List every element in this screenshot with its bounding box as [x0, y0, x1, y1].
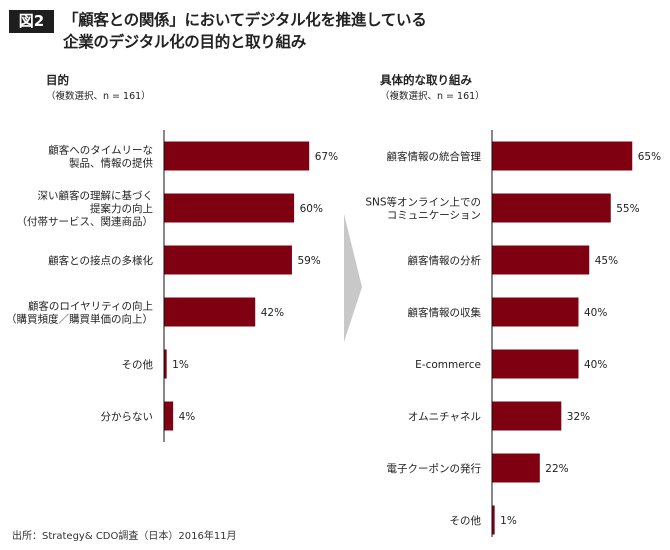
value-label: 60% — [300, 203, 323, 215]
bar — [164, 349, 167, 379]
category-label-line: コミュニケーション — [387, 210, 481, 222]
bar — [164, 193, 295, 223]
bar — [164, 401, 174, 431]
source-note: 出所：Strategy& CDO調査（日本）2016年11月 — [12, 531, 237, 542]
category-label-line: 顧客情報の分析 — [408, 254, 482, 267]
figure-badge: 図2 — [9, 10, 54, 33]
category-label: 深い顧客の理解に基づく提案力の向上（付帯サービス、関連商品） — [17, 189, 154, 228]
category-label: 分からない — [101, 411, 154, 423]
category-label: その他 — [450, 514, 482, 527]
flow-arrow-icon — [344, 214, 362, 342]
figure-title-line1: 「顧客との関係」においてデジタル化を推進している — [63, 11, 427, 29]
value-label: 42% — [261, 307, 284, 319]
left-chart-heading: 目的 （複数選択、n = 161） — [46, 73, 151, 104]
bar — [164, 245, 292, 275]
value-label: 65% — [638, 151, 661, 163]
right-chart-title: 具体的な取り組み — [380, 73, 472, 87]
category-label-line: 電子クーポンの発行 — [387, 462, 482, 475]
left-chart-subtitle: （複数選択、n = 161） — [46, 91, 151, 102]
bar — [164, 297, 256, 327]
value-label: 22% — [545, 463, 568, 475]
value-label: 55% — [616, 203, 639, 215]
value-label: 40% — [584, 307, 607, 319]
value-label: 67% — [315, 151, 338, 163]
category-label-line: SNS等オンライン上での — [365, 196, 481, 209]
category-label-line: （購買頻度／購買単価の向上） — [6, 313, 153, 326]
category-label-line: 製品、情報の提供 — [69, 157, 153, 170]
left-bar-chart: 67% 顧客へのタイムリーな製品、情報の提供 60% 深い顧客の理解に基づく提案力の向… — [6, 130, 338, 442]
category-label-line: 顧客情報の収集 — [408, 306, 482, 319]
right-chart-subtitle: （複数選択、n = 161） — [380, 91, 485, 102]
value-label: 45% — [595, 255, 618, 267]
category-label-line: 顧客へのタイムリーな — [48, 144, 153, 157]
right-chart-heading: 具体的な取り組み （複数選択、n = 161） — [380, 73, 485, 104]
category-label: E-commerce — [415, 359, 481, 371]
value-label: 1% — [500, 515, 517, 527]
bar — [492, 245, 590, 275]
figure-title: 「顧客との関係」においてデジタル化を推進している 企業のデジタル化の目的と取り組… — [63, 9, 427, 53]
figure-title-line2: 企業のデジタル化の目的と取り組み — [63, 33, 306, 51]
value-label: 4% — [179, 411, 196, 423]
value-label: 59% — [297, 255, 320, 267]
category-label: 顧客情報の統合管理 — [387, 150, 482, 163]
category-label-line: E-commerce — [415, 359, 481, 371]
right-bar-chart: 65% 顧客情報の統合管理 55% SNS等オンライン上でのコミュニケーション 45% 顧… — [365, 130, 661, 537]
category-label-line: 顧客のロイヤリティの向上 — [28, 300, 153, 313]
category-label: 電子クーポンの発行 — [387, 462, 482, 475]
bar — [492, 349, 579, 379]
bar — [492, 297, 579, 327]
category-label: 顧客情報の分析 — [408, 254, 482, 267]
category-label: オムニチャネル — [408, 411, 481, 423]
bar — [492, 193, 611, 223]
category-label: 顧客のロイヤリティの向上（購買頻度／購買単価の向上） — [6, 300, 153, 326]
category-label: SNS等オンライン上でのコミュニケーション — [365, 196, 481, 222]
category-label-line: 顧客との接点の多様化 — [48, 254, 153, 267]
category-label: その他 — [122, 358, 154, 371]
category-label: 顧客情報の収集 — [408, 306, 482, 319]
value-label: 32% — [567, 411, 590, 423]
category-label-line: オムニチャネル — [408, 411, 481, 423]
category-label-line: 提案力の向上 — [90, 202, 153, 215]
category-label-line: 分からない — [101, 411, 154, 423]
left-chart-title: 目的 — [46, 73, 69, 87]
category-label-line: （付帯サービス、関連商品） — [17, 215, 154, 228]
category-label-line: その他 — [450, 514, 482, 527]
bar — [492, 505, 495, 535]
category-label-line: 顧客情報の統合管理 — [387, 150, 482, 163]
bar — [492, 453, 540, 483]
value-label: 1% — [172, 359, 189, 371]
value-label: 40% — [584, 359, 607, 371]
category-label-line: その他 — [122, 358, 154, 371]
bar — [492, 141, 633, 171]
bar — [492, 401, 562, 431]
category-label: 顧客との接点の多様化 — [48, 254, 153, 267]
category-label-line: 深い顧客の理解に基づく — [38, 189, 154, 202]
category-label: 顧客へのタイムリーな製品、情報の提供 — [48, 144, 153, 170]
bar — [164, 141, 310, 171]
